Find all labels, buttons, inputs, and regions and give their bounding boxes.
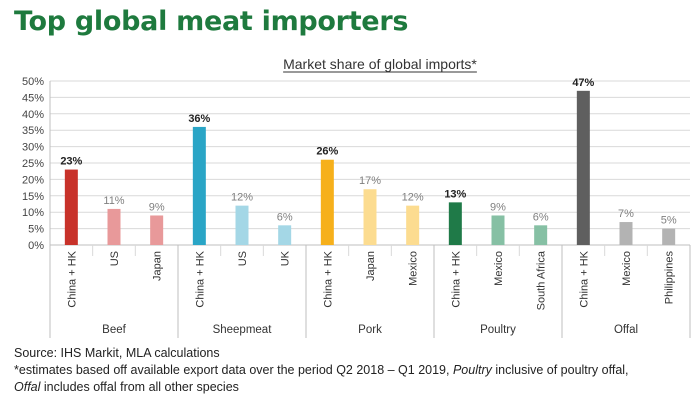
data-label: 23% xyxy=(60,156,82,168)
category-label: China + HK xyxy=(322,250,334,307)
category-label: China + HK xyxy=(66,250,78,307)
bar-chart: Market share of global imports* 0% 5% 10% 15… xyxy=(22,56,691,338)
data-label: 47% xyxy=(572,77,594,89)
y-tick-label: 15% xyxy=(22,191,44,203)
data-label: 13% xyxy=(444,188,466,200)
bar xyxy=(619,222,633,245)
y-tick-label: 20% xyxy=(22,174,44,186)
y-tick-label: 30% xyxy=(22,142,44,154)
bar xyxy=(107,208,121,245)
bar xyxy=(150,215,164,245)
y-tick-label: 40% xyxy=(22,109,44,121)
bar xyxy=(448,202,462,245)
category-label: US xyxy=(109,251,121,266)
group-label: Poultry xyxy=(480,324,516,336)
category-label: China + HK xyxy=(450,250,462,307)
category-label: Mexico xyxy=(493,251,505,286)
data-label: 36% xyxy=(188,113,210,125)
footnote-line-2: Offal includes offal from all other spec… xyxy=(14,380,239,394)
data-label: 11% xyxy=(103,195,124,207)
data-label: 9% xyxy=(149,201,165,213)
category-label: Philippines xyxy=(664,251,676,305)
bar xyxy=(363,189,377,245)
page-title: Top global meat importers xyxy=(14,6,409,37)
bar xyxy=(192,126,206,245)
group-label: Sheepmeat xyxy=(213,324,273,336)
data-label: 12% xyxy=(402,192,424,204)
category-label: South Africa xyxy=(536,250,548,310)
chart-footer: Source: IHS Markit, MLA calculations *es… xyxy=(14,345,694,396)
category-label: China + HK xyxy=(578,250,590,307)
y-tick-label: 0% xyxy=(28,240,44,252)
data-label: 9% xyxy=(490,201,506,213)
bar xyxy=(320,159,334,245)
footnote-line-1: *estimates based off available export da… xyxy=(14,363,629,377)
bar xyxy=(278,225,292,245)
data-label: 26% xyxy=(316,146,338,158)
bar xyxy=(406,205,420,245)
category-label: China + HK xyxy=(194,250,206,307)
data-label: 6% xyxy=(277,211,293,223)
y-tick-label: 45% xyxy=(22,92,44,104)
bar xyxy=(235,205,249,245)
y-tick-label: 10% xyxy=(22,207,44,219)
y-tick-label: 5% xyxy=(28,224,44,236)
data-label: 6% xyxy=(533,211,549,223)
y-tick-label: 50% xyxy=(22,76,44,88)
y-tick-label: 35% xyxy=(22,125,44,137)
bar xyxy=(662,228,676,245)
category-label: Mexico xyxy=(408,251,420,286)
bar xyxy=(491,215,505,245)
category-label: Japan xyxy=(365,251,377,281)
data-label: 12% xyxy=(231,192,253,204)
data-label: 17% xyxy=(359,175,381,187)
y-tick-label: 25% xyxy=(22,158,44,170)
category-label: US xyxy=(237,251,249,266)
bar xyxy=(534,225,548,245)
data-label: 7% xyxy=(618,208,634,220)
chart-subtitle: Market share of global imports* xyxy=(283,56,477,72)
category-label: Japan xyxy=(152,251,164,281)
group-label: Offal xyxy=(614,324,638,336)
group-label: Pork xyxy=(358,324,382,336)
source-note: Source: IHS Markit, MLA calculations xyxy=(14,346,220,360)
group-label: Beef xyxy=(102,324,126,336)
data-label: 5% xyxy=(661,215,677,227)
bar xyxy=(576,90,590,245)
bar xyxy=(64,169,78,245)
category-label: UK xyxy=(280,250,292,266)
category-label: Mexico xyxy=(621,251,633,286)
